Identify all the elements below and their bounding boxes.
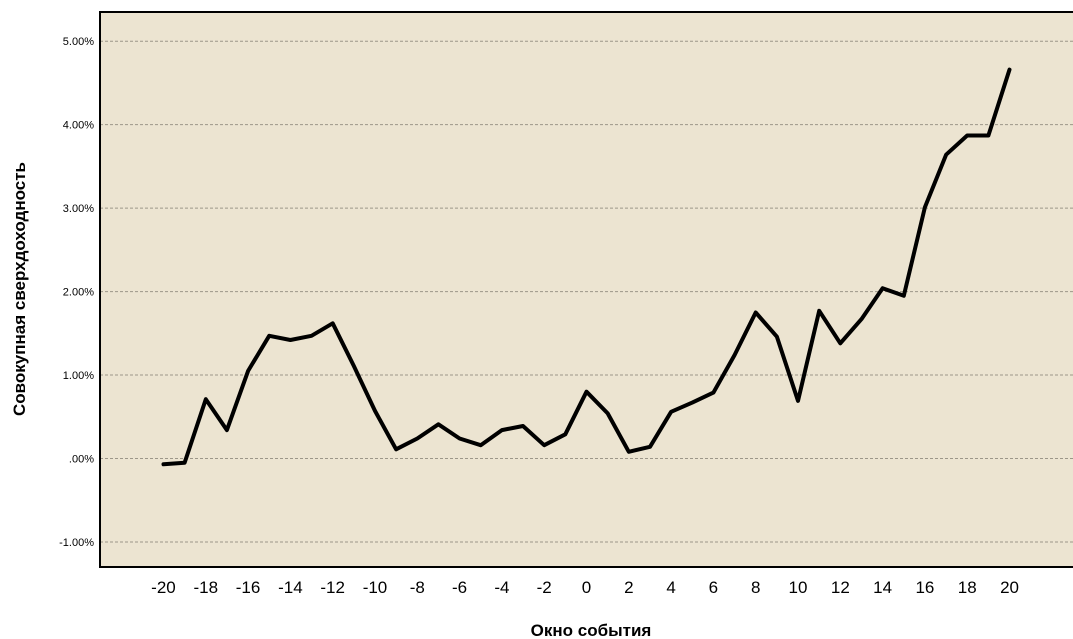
x-tick-label: -12 <box>320 578 345 597</box>
x-tick-label: 4 <box>666 578 675 597</box>
x-tick-label: -4 <box>494 578 509 597</box>
x-tick-label: 14 <box>873 578 892 597</box>
y-tick-label: 5.00% <box>63 36 94 48</box>
y-tick-label: -1.00% <box>59 537 94 549</box>
x-tick-label: 18 <box>958 578 977 597</box>
x-tick-label: -16 <box>236 578 261 597</box>
x-tick-label: -20 <box>151 578 176 597</box>
x-tick-label: -10 <box>363 578 388 597</box>
x-axis-title: Окно события <box>531 621 652 639</box>
y-tick-label: 1.00% <box>63 370 94 382</box>
gridlines <box>100 40 1073 543</box>
y-tick-label: .00% <box>69 454 94 466</box>
x-tick-label: 20 <box>1000 578 1019 597</box>
x-tick-label: -6 <box>452 578 467 597</box>
series-line <box>161 67 1012 467</box>
y-axis-title: Совокупная сверхдоходность <box>10 162 29 416</box>
x-tick-label: 16 <box>915 578 934 597</box>
x-tick-label: 10 <box>789 578 808 597</box>
x-tick-label: 6 <box>709 578 718 597</box>
x-tick-label: 12 <box>831 578 850 597</box>
x-tick-label: -2 <box>537 578 552 597</box>
x-tick-label: -18 <box>193 578 218 597</box>
x-tick-label: 2 <box>624 578 633 597</box>
y-tick-label: 2.00% <box>63 287 94 299</box>
x-tick-label: -8 <box>410 578 425 597</box>
x-tick-label: 0 <box>582 578 591 597</box>
y-tick-label: 3.00% <box>63 203 94 215</box>
plot-background <box>100 12 1073 567</box>
x-tick-label: 8 <box>751 578 760 597</box>
y-tick-label: 4.00% <box>63 120 94 132</box>
x-axis-tick-labels: -20 -18 -16 -14 -12 -10 -8 -6 -4 -2 0 2 4 6 8 10 12 14 16 1… <box>151 578 1019 597</box>
y-axis-tick-labels: 5.00% 4.00% 3.00% 2.00% 1.00% .00% -1.00% <box>59 36 94 549</box>
x-tick-label: -14 <box>278 578 303 597</box>
